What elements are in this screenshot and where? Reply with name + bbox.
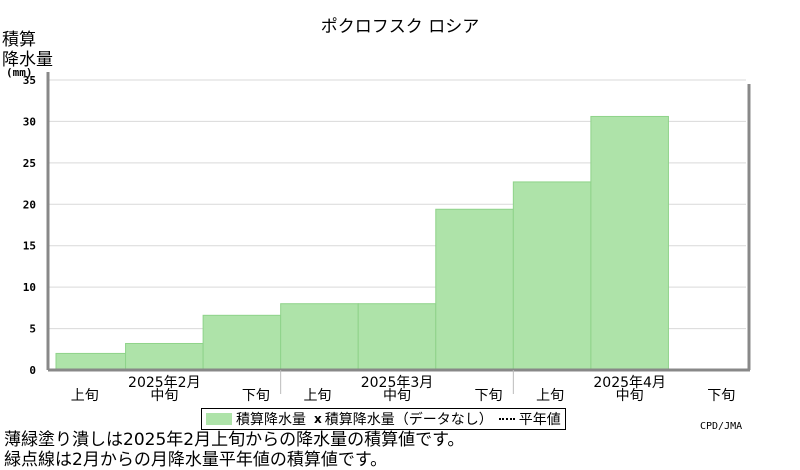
accumulation-step <box>435 208 514 371</box>
axes <box>46 72 751 394</box>
credit-label: CPD/JMA <box>700 421 743 432</box>
legend-normal-line-swatch <box>498 418 515 420</box>
month-label: 2025年2月 <box>128 375 201 391</box>
accumulation-step <box>357 303 437 371</box>
y-tick-label: 35 <box>23 74 36 87</box>
legend-missing-label: 積算降水量（データなし） <box>324 412 493 428</box>
accumulation-steps <box>55 115 669 371</box>
period-label: 下旬 <box>707 388 735 404</box>
y-axis-unit: (mm) <box>6 66 33 79</box>
note-line-1: 薄緑塗り潰しは2025年2月上旬からの降水量の積算値です。 <box>4 430 465 450</box>
accumulation-step <box>55 352 127 371</box>
y-tick-label: 15 <box>23 240 36 253</box>
period-label: 下旬 <box>475 388 503 404</box>
accumulation-step <box>512 181 592 371</box>
legend: 積算降水量 x 積算降水量（データなし） 平年値 <box>201 408 566 430</box>
y-tick-label: 10 <box>23 281 36 294</box>
y-tick-label: 0 <box>29 364 36 377</box>
legend-missing-marker: x <box>314 412 322 426</box>
y-axis-label-line1: 積算 <box>2 30 36 50</box>
legend-bar-label: 積算降水量 <box>236 412 306 428</box>
period-label: 上旬 <box>71 388 99 404</box>
month-label: 2025年4月 <box>593 375 666 391</box>
y-axis-label-line2: 降水量 <box>2 50 53 70</box>
period-label: 上旬 <box>303 388 331 404</box>
period-label: 中旬 <box>383 388 411 404</box>
period-label: 下旬 <box>242 388 270 404</box>
y-tick-label: 20 <box>23 198 36 211</box>
y-tick-label: 5 <box>29 323 36 336</box>
tick-labels: 0 5 10 15 20 25 30 35 上旬 中旬 下旬 上旬 中旬 下旬 上旬 中旬 下旬 2025年2月 2… <box>23 74 735 404</box>
accumulation-step <box>125 342 204 371</box>
accumulation-step <box>280 303 359 371</box>
period-label: 中旬 <box>150 388 178 404</box>
period-label: 上旬 <box>536 388 564 404</box>
accumulation-step <box>202 314 282 371</box>
legend-bar-swatch <box>206 413 232 425</box>
legend-normal-label: 平年値 <box>518 412 561 428</box>
month-label: 2025年3月 <box>361 375 434 391</box>
grid-lines <box>48 79 746 330</box>
note-line-2: 緑点線は2月からの月降水量平年値の積算値です。 <box>4 450 388 470</box>
chart-title: ポクロフスク ロシア <box>320 17 480 37</box>
accumulation-step <box>590 115 669 371</box>
y-tick-label: 25 <box>23 157 36 170</box>
y-tick-label: 30 <box>23 115 36 128</box>
period-label: 中旬 <box>616 388 644 404</box>
